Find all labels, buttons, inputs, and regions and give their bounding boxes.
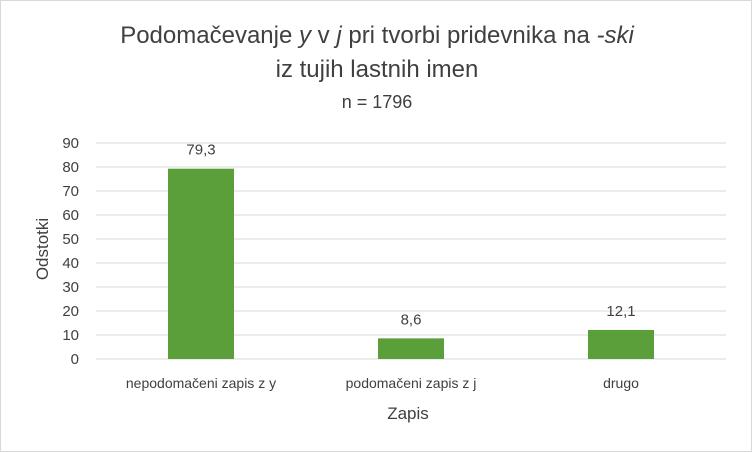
x-axis-title: Zapis [387,404,429,423]
x-tick-label: nepodomačeni zapis z y [126,375,276,391]
title-part: Podomačevanje [120,22,299,49]
chart-title: Podomačevanje y v j pri tvorbi pridevnik… [1,19,752,87]
y-tick-label: 0 [71,351,79,368]
title-part-italic: j [336,22,342,49]
y-tick-label: 20 [62,303,79,320]
x-tick-label: drugo [603,375,639,391]
y-tick-label: 30 [62,279,79,296]
data-label: 12,1 [606,303,635,320]
y-tick-label: 50 [62,231,79,248]
title-part-italic: -ski [596,22,634,49]
y-tick-label: 90 [62,135,79,152]
bar [588,329,654,359]
chart-subtitle: n = 1796 [341,92,413,112]
y-tick-label: 40 [62,255,79,272]
y-axis-title: Odstotki [33,218,52,280]
bar [378,338,444,359]
y-tick-label: 80 [62,159,79,176]
title-part: v [310,22,337,49]
chart-title-line2: iz tujih lastnih imen [275,56,479,83]
y-tick-label: 70 [62,183,79,200]
data-label: 79,3 [186,142,215,159]
title-part-italic: y [298,22,311,49]
y-tick-label: 60 [62,207,79,224]
x-tick-label: podomačeni zapis z j [346,375,477,391]
y-tick-label: 10 [62,327,79,344]
chart-title-line1: Podomačevanje y v j pri tvorbi pridevnik… [1,19,752,53]
data-label: 8,6 [401,311,422,328]
bar [168,168,234,359]
title-part: pri tvorbi pridevnika na [341,22,597,49]
